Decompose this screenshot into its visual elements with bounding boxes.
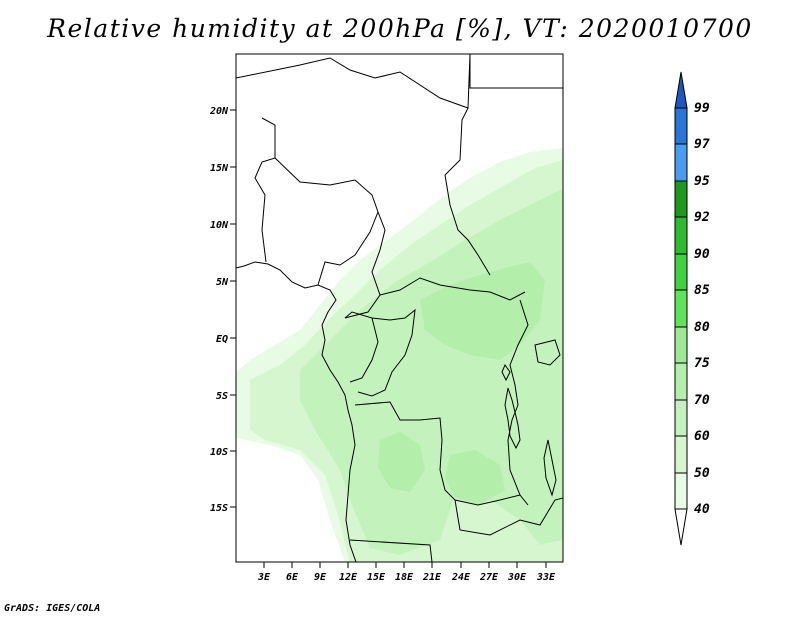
lat-tick-label: 10N	[210, 220, 229, 231]
lon-tick-label: 27E	[479, 572, 499, 583]
lake-tanganyika	[504, 387, 521, 450]
colorbar-label: 97	[694, 137, 710, 152]
lon-axis	[263, 562, 547, 568]
lon-tick-label: 15E	[367, 572, 386, 583]
colorbar-label: 60	[694, 429, 710, 444]
border-gabon	[344, 311, 379, 383]
lon-tick-label: 18E	[395, 572, 414, 583]
humidity-field	[236, 148, 563, 562]
border-niger	[236, 54, 471, 109]
colorbar-segment	[674, 289, 688, 328]
lat-axis	[230, 109, 236, 508]
colorbar-segment	[674, 399, 688, 437]
lat-tick-label: 15N	[210, 163, 229, 174]
border-nigeria	[254, 117, 276, 263]
border-car	[379, 277, 526, 301]
colorbar-label: 50	[694, 466, 710, 481]
colorbar-segment	[674, 326, 688, 364]
colorbar-segment	[674, 362, 688, 401]
lon-tick-label: 30E	[507, 572, 527, 583]
humidity-region-70-75-b	[378, 432, 425, 492]
lat-tick-label: 5N	[216, 277, 229, 288]
colorbar-label: 90	[694, 247, 710, 262]
colorbar-label: 92	[694, 210, 710, 225]
lon-tick-label: 3E	[257, 572, 271, 583]
credit-label: GrADS: IGES/COLA	[4, 603, 101, 614]
lake-victoria	[534, 339, 561, 366]
lat-tick-label: 5S	[216, 391, 228, 402]
colorbar-cap-top	[674, 71, 688, 109]
lat-tick-label: 10S	[210, 447, 228, 458]
colorbar	[674, 71, 688, 546]
lat-tick-label: 20N	[209, 106, 229, 117]
lon-tick-label: 12E	[339, 572, 358, 583]
map-title: Relative humidity at 200hPa [%], VT: 202…	[47, 14, 753, 43]
border-zambia	[454, 497, 563, 536]
humidity-region-70-75-c	[445, 450, 505, 505]
colorbar-label: 80	[694, 320, 710, 335]
border-drc-east	[507, 299, 529, 506]
colorbar-segment	[674, 180, 688, 218]
colorbar-label: 95	[694, 174, 710, 189]
colorbar-segment	[674, 472, 688, 510]
lon-tick-label: 21E	[422, 572, 442, 583]
border-angola	[354, 401, 521, 506]
lake-kivu	[501, 363, 511, 382]
colorbar-label: 40	[694, 502, 710, 517]
lat-tick-label: 15S	[210, 503, 228, 514]
border-angola-south	[349, 539, 433, 562]
colorbar-segment	[674, 253, 688, 291]
lat-tick-label: EQ	[216, 334, 228, 345]
colorbar-cap-bottom	[674, 508, 688, 546]
border-cameroon	[344, 211, 386, 319]
lake-malawi	[543, 439, 557, 497]
map-frame	[235, 53, 564, 563]
colorbar-segment	[674, 435, 688, 474]
lon-tick-label: 24E	[451, 572, 471, 583]
lon-tick-label: 6E	[286, 572, 299, 583]
colorbar-segment	[674, 216, 688, 255]
colorbar-label: 70	[694, 393, 710, 408]
country-borders	[236, 54, 563, 562]
colorbar-label: 75	[694, 356, 710, 371]
border-sudan	[469, 54, 563, 89]
lon-tick-label: 33E	[536, 572, 556, 583]
colorbar-label: 99	[694, 101, 710, 116]
colorbar-segment	[674, 107, 688, 145]
coastline-west-africa	[236, 261, 357, 562]
lon-tick-label: 9E	[314, 572, 327, 583]
border-congo	[357, 308, 416, 397]
colorbar-label: 85	[694, 283, 710, 298]
border-chad	[444, 107, 491, 276]
colorbar-segment	[674, 143, 688, 182]
